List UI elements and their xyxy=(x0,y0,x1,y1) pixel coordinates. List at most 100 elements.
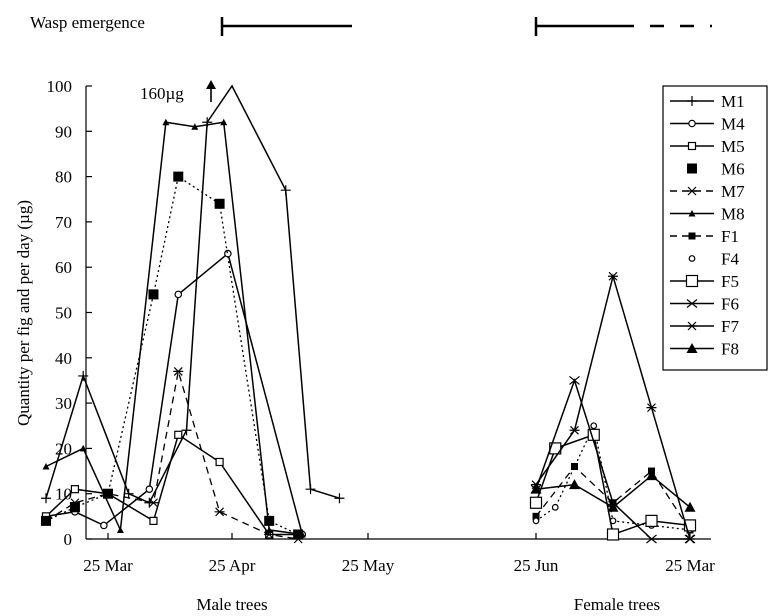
data-point xyxy=(305,484,316,495)
data-point xyxy=(606,528,620,541)
data-point xyxy=(264,515,275,526)
legend-label: M1 xyxy=(721,92,745,111)
y-tick-label: 60 xyxy=(55,258,72,277)
data-point xyxy=(688,255,696,262)
data-point xyxy=(41,493,51,504)
x-tick-label: 25 Mar xyxy=(665,556,715,575)
data-point xyxy=(41,516,51,526)
legend-item-m8: M8 xyxy=(670,205,745,224)
data-point xyxy=(148,289,159,300)
legend-label: M8 xyxy=(721,205,745,224)
y-tick-label: 0 xyxy=(64,530,73,549)
data-point xyxy=(42,463,50,470)
series-layer xyxy=(41,84,697,544)
data-point xyxy=(224,249,232,258)
legend-label: M6 xyxy=(721,160,745,179)
data-point xyxy=(149,516,158,525)
legend-label: F7 xyxy=(721,317,739,336)
data-point xyxy=(220,118,228,126)
data-point xyxy=(123,488,134,499)
overflow-value-label: 160µg xyxy=(140,84,184,103)
legend-item-m1: M1 xyxy=(670,92,745,111)
series-line xyxy=(45,433,299,536)
data-point xyxy=(532,512,540,520)
data-point xyxy=(174,430,183,439)
data-point xyxy=(334,493,345,504)
legend: M1 M4 M5 M6 M7 M8 F1 F4 F5 F6 F7 F8 xyxy=(670,92,745,359)
data-point xyxy=(686,299,698,308)
series-line xyxy=(45,121,303,536)
data-point xyxy=(162,118,170,126)
data-point xyxy=(215,457,224,467)
data-point xyxy=(298,530,306,538)
data-point xyxy=(684,501,696,512)
series-f5 xyxy=(529,428,697,541)
series-line xyxy=(45,84,340,504)
series-line xyxy=(535,465,691,531)
series-line xyxy=(535,423,691,531)
series-m8 xyxy=(42,118,306,538)
data-point xyxy=(79,444,87,452)
legend-item-f5: F5 xyxy=(670,272,739,291)
data-point xyxy=(181,425,192,436)
legend-item-f6: F6 xyxy=(670,295,739,314)
legend-item-m7: M7 xyxy=(670,182,745,201)
x-tick-label: 25 Apr xyxy=(209,556,256,575)
series-line xyxy=(45,371,299,540)
legend-label: M4 xyxy=(721,115,745,134)
data-point xyxy=(688,232,696,240)
data-point xyxy=(173,366,184,376)
data-point xyxy=(686,343,698,353)
data-point xyxy=(687,186,697,196)
series-f8 xyxy=(530,470,696,512)
legend-item-m5: M5 xyxy=(670,137,745,156)
series-line xyxy=(535,433,691,536)
legend-label: M7 xyxy=(721,182,745,201)
data-point xyxy=(551,503,559,511)
data-point xyxy=(265,526,273,533)
data-point xyxy=(607,501,619,512)
overflow-arrow-head xyxy=(206,80,216,89)
data-point xyxy=(646,534,657,544)
data-point xyxy=(683,519,697,532)
series-m1 xyxy=(41,84,345,508)
x-tick-label: 25 Jun xyxy=(514,556,559,575)
data-point xyxy=(69,498,80,508)
y-axis-label: Quantity per fig and per day (µg) xyxy=(14,200,33,426)
x-tick-label: 25 Mar xyxy=(83,556,133,575)
data-point xyxy=(646,470,657,481)
legend-label: F6 xyxy=(721,295,739,314)
legend-item-f7: F7 xyxy=(670,317,739,336)
data-point xyxy=(145,485,154,493)
data-point xyxy=(100,521,108,530)
series-f4 xyxy=(532,422,694,534)
data-point xyxy=(685,534,695,544)
x-tick-label: 25 May xyxy=(342,556,395,575)
data-point xyxy=(529,496,543,509)
y-tick-label: 50 xyxy=(55,304,72,323)
overflow-annotation: 160µg xyxy=(140,80,216,103)
data-point xyxy=(532,517,540,525)
data-point xyxy=(174,290,183,299)
y-tick-label: 90 xyxy=(55,122,72,141)
data-point xyxy=(687,141,697,151)
data-point xyxy=(78,370,89,381)
data-point xyxy=(688,119,696,128)
data-point xyxy=(530,483,542,494)
legend-item-f8: F8 xyxy=(670,340,739,359)
legend-label: M5 xyxy=(721,137,745,156)
y-tick-label: 40 xyxy=(55,349,72,368)
data-point xyxy=(571,463,578,471)
y-tick-label: 100 xyxy=(47,77,73,96)
data-point xyxy=(687,321,697,331)
legend-item-m4: M4 xyxy=(670,115,745,134)
group-label-male: Male trees xyxy=(196,595,267,614)
series-m4 xyxy=(42,249,307,539)
data-point xyxy=(280,185,291,196)
data-point xyxy=(590,422,598,430)
y-tick-label: 30 xyxy=(55,394,72,413)
data-point xyxy=(569,479,580,490)
series-m5 xyxy=(41,430,303,539)
